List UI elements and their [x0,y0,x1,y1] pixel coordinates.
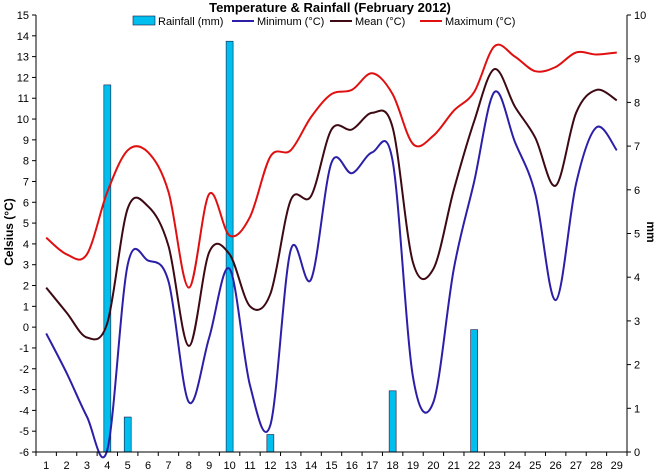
y-left-tick-label: 7 [23,176,29,188]
x-tick-label: 3 [84,460,90,472]
x-tick-label: 13 [285,460,297,472]
y-left-tick-label: -6 [19,447,29,459]
x-tick-label: 2 [64,460,70,472]
y-left-tick-label: -4 [19,405,29,417]
legend-swatch-rainfall [132,15,156,26]
x-tick-label: 16 [346,460,358,472]
x-tick-label: 29 [611,460,623,472]
x-tick-label: 20 [427,460,439,472]
y-left-tick-label: 13 [17,52,29,64]
x-tick-label: 24 [509,460,521,472]
y-axis-left-title: Celsius (°C) [2,198,16,265]
rainfall-bar [225,40,234,453]
axes: -6-5-4-3-2-10123456789101112131415012345… [17,10,647,472]
y-left-tick-label: 12 [17,72,29,84]
x-tick-label: 17 [366,460,378,472]
legend-label-minimum: Minimum (°C) [257,16,324,28]
x-tick-label: 1 [43,460,49,472]
y-left-tick-label: -1 [19,343,29,355]
chart-title: Temperature & Rainfall (February 2012) [209,0,451,15]
y-right-tick-label: 4 [634,272,640,284]
x-tick-label: 11 [244,460,255,472]
y-left-tick-label: 1 [23,301,29,313]
y-right-tick-label: 0 [634,447,640,459]
y-left-tick-label: 10 [17,114,29,126]
minimum-line [45,90,618,459]
legend: Rainfall (mm) Minimum (°C) Mean (°C) Maximu… [132,15,515,28]
rainfall-bar [103,84,112,453]
y-right-tick-label: 5 [634,229,640,241]
y-right-tick-label: 6 [634,185,640,197]
x-tick-label: 27 [570,460,582,472]
y-left-tick-label: -3 [19,385,29,397]
x-tick-label: 7 [165,460,171,472]
x-tick-label: 10 [223,460,235,472]
x-tick-label: 22 [468,460,480,472]
y-left-tick-label: 5 [23,218,29,230]
y-right-tick-label: 8 [634,97,640,109]
maximum-line [45,43,617,289]
x-tick-label: 23 [488,460,500,472]
x-tick-label: 19 [407,460,419,472]
y-left-tick-label: 14 [17,31,29,43]
x-tick-label: 8 [186,460,192,472]
y-left-tick-label: -5 [19,426,29,438]
y-right-tick-label: 2 [634,360,640,372]
x-tick-label: 18 [387,460,399,472]
y-left-tick-label: 8 [23,156,29,168]
rainfall-bar [266,434,275,453]
y-right-tick-label: 3 [634,316,640,328]
y-axis-right-title: mm [644,221,658,242]
legend-label-rainfall: Rainfall (mm) [158,16,223,28]
y-left-tick-label: 6 [23,197,29,209]
y-left-tick-label: 9 [23,135,29,147]
x-tick-label: 6 [145,460,151,472]
y-left-tick-label: 2 [23,281,29,293]
y-right-tick-label: 10 [634,10,646,22]
x-tick-label: 9 [206,460,212,472]
x-tick-label: 12 [264,460,276,472]
y-left-tick-label: -2 [19,364,29,376]
y-right-tick-label: 1 [634,403,640,415]
rainfall-bar [388,390,397,453]
y-right-tick-label: 9 [634,54,640,66]
rainfall-bar [470,329,478,453]
x-tick-label: 25 [529,460,541,472]
mean-line [45,68,618,347]
y-right-tick-label: 7 [634,141,640,153]
x-tick-label: 28 [590,460,602,472]
x-tick-label: 21 [448,460,460,472]
legend-label-maximum: Maximum (°C) [445,16,515,28]
y-left-tick-label: 15 [17,10,29,22]
x-tick-label: 26 [550,460,562,472]
y-left-tick-label: 3 [23,260,29,272]
temperature-lines [45,43,618,459]
x-tick-label: 4 [104,460,110,472]
y-left-tick-label: 0 [23,322,29,334]
y-left-tick-label: 11 [18,93,29,105]
x-tick-label: 5 [125,460,131,472]
rainfall-bar [123,416,132,453]
legend-label-mean: Mean (°C) [355,16,405,28]
x-tick-label: 15 [325,460,337,472]
x-tick-label: 14 [305,460,317,472]
y-left-tick-label: 4 [23,239,29,251]
